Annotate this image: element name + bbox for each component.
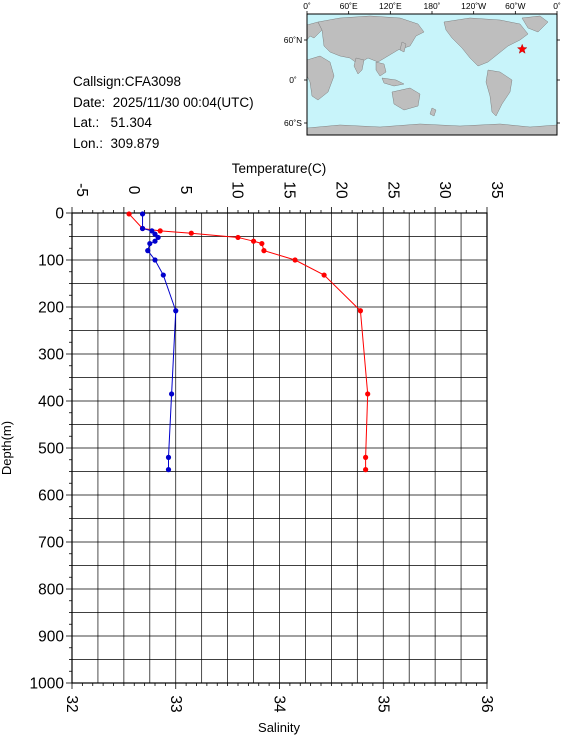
y-axis-label: Depth(m)	[0, 421, 14, 475]
salinity-data-point	[139, 211, 146, 217]
salinity-data-point	[165, 467, 172, 473]
location-map: 0˚ 60˚E 120˚E 180˚ 120˚W 60˚W 0˚ 60˚N 0˚ 60˚S	[284, 1, 561, 136]
map-lat-tick-labels: 60˚N 0˚ 60˚S	[284, 35, 560, 128]
chart-series	[126, 211, 371, 473]
depth-tick-label: 200	[38, 300, 64, 317]
top-axis-label: Temperature(C)	[232, 161, 327, 176]
station-marker-star-icon	[516, 43, 528, 54]
callsign-text: Callsign:CFA3098	[73, 74, 182, 89]
salinity-data-point	[165, 454, 172, 460]
temperature-data-point	[188, 230, 194, 236]
temperature-data-point	[363, 454, 369, 460]
depth-tick-label: 600	[38, 488, 64, 505]
map-lon-tick-label: 180˚	[423, 1, 440, 11]
temperature-tick-label: 35	[488, 181, 505, 198]
temperature-tick-label: 0	[125, 186, 142, 195]
temperature-tick-label: 10	[229, 181, 246, 199]
temperature-tick-label: -5	[73, 183, 90, 197]
salinity-tick-label: 36	[478, 695, 495, 712]
plot-frame	[71, 212, 488, 684]
map-lon-tick-label: 0˚	[553, 1, 561, 11]
lon-label: Lon.:	[73, 135, 104, 151]
temperature-data-point	[259, 240, 265, 247]
temperature-data-point	[157, 228, 163, 234]
temperature-tick-label: 5	[177, 186, 194, 195]
lon-value: 309.879	[110, 135, 160, 151]
lat-row: Lat.: 51.304	[73, 113, 254, 134]
depth-tick-label: 700	[38, 535, 64, 552]
date-label: Date:	[73, 94, 106, 110]
salinity-data-point	[169, 391, 175, 397]
salinity-tick-label: 33	[167, 695, 184, 712]
map-lon-tick-label: 0˚	[303, 1, 311, 11]
temperature-tick-label: 20	[332, 181, 349, 199]
map-lat-tick-label: 0˚	[289, 75, 297, 85]
lon-row: Lon.: 309.879	[73, 134, 254, 155]
salinity-data-point	[149, 228, 155, 234]
temperature-data-point	[365, 391, 371, 397]
temperature-data-point	[292, 257, 298, 263]
date-value: 2025/11/30 00:04(UTC)	[112, 94, 254, 110]
temperature-tick-label: 30	[436, 181, 453, 199]
depth-tick-label: 900	[38, 629, 64, 646]
salinity-data-point	[139, 225, 146, 232]
station-info: Callsign:CFA3098 Date: 2025/11/30 00:04(…	[73, 72, 254, 154]
temperature-tick-label: 25	[384, 181, 401, 198]
depth-tick-label: 400	[38, 394, 64, 411]
temperature-data-point	[126, 211, 132, 217]
salinity-data-point	[152, 257, 158, 263]
depth-tick-label: 800	[38, 582, 64, 599]
salinity-tick-label: 35	[374, 695, 391, 712]
map-lat-tick-label: 60˚N	[284, 35, 302, 45]
depth-tick-label: 500	[38, 441, 64, 458]
salinity-data-point	[145, 248, 151, 254]
depth-tick-label: 300	[38, 347, 64, 364]
depth-tick-label: 100	[38, 253, 64, 270]
map-lon-tick-label: 120˚W	[461, 1, 486, 11]
temperature-data-point	[261, 248, 267, 254]
salinity-data-point	[155, 234, 161, 241]
map-lat-tick-label: 60˚S	[284, 118, 302, 128]
depth-tick-label: 0	[55, 206, 64, 223]
salinity-data-point	[147, 240, 153, 247]
map-lon-tick-label: 120˚E	[379, 1, 402, 11]
bottom-axis-label: Salinity	[258, 720, 300, 735]
salinity-tick-label: 32	[63, 695, 80, 712]
salinity-tick-label: 34	[271, 695, 288, 713]
map-lon-tick-label: 60˚W	[505, 1, 525, 11]
temperature-data-point	[321, 272, 327, 278]
salinity-data-point	[173, 308, 179, 314]
depth-tick-label: 1000	[30, 676, 65, 693]
salinity-data-point	[152, 231, 158, 237]
map-land	[306, 15, 558, 136]
salinity-data-point	[160, 272, 166, 278]
temperature-data-point	[235, 234, 241, 241]
temperature-series-line	[128, 213, 369, 470]
temperature-data-point	[363, 467, 369, 473]
chart-grid	[71, 212, 488, 684]
date-row: Date: 2025/11/30 00:04(UTC)	[73, 93, 254, 114]
map-lon-tick-labels: 0˚ 60˚E 120˚E 180˚ 120˚W 60˚W 0˚	[303, 1, 561, 14]
temperature-data-point	[357, 308, 364, 314]
temperature-tick-label: 15	[281, 181, 298, 198]
lat-label: Lat.:	[73, 115, 100, 130]
temperature-data-point	[250, 238, 257, 244]
salinity-data-point	[152, 238, 158, 244]
chart-tick-labels: -5 0 5 10 15 20 25 30 35 32 33 34 35 36 0 100 200 300 400 5…	[30, 181, 505, 713]
map-lon-tick-label: 60˚E	[340, 1, 358, 11]
lat-value: 51.304	[110, 115, 152, 130]
